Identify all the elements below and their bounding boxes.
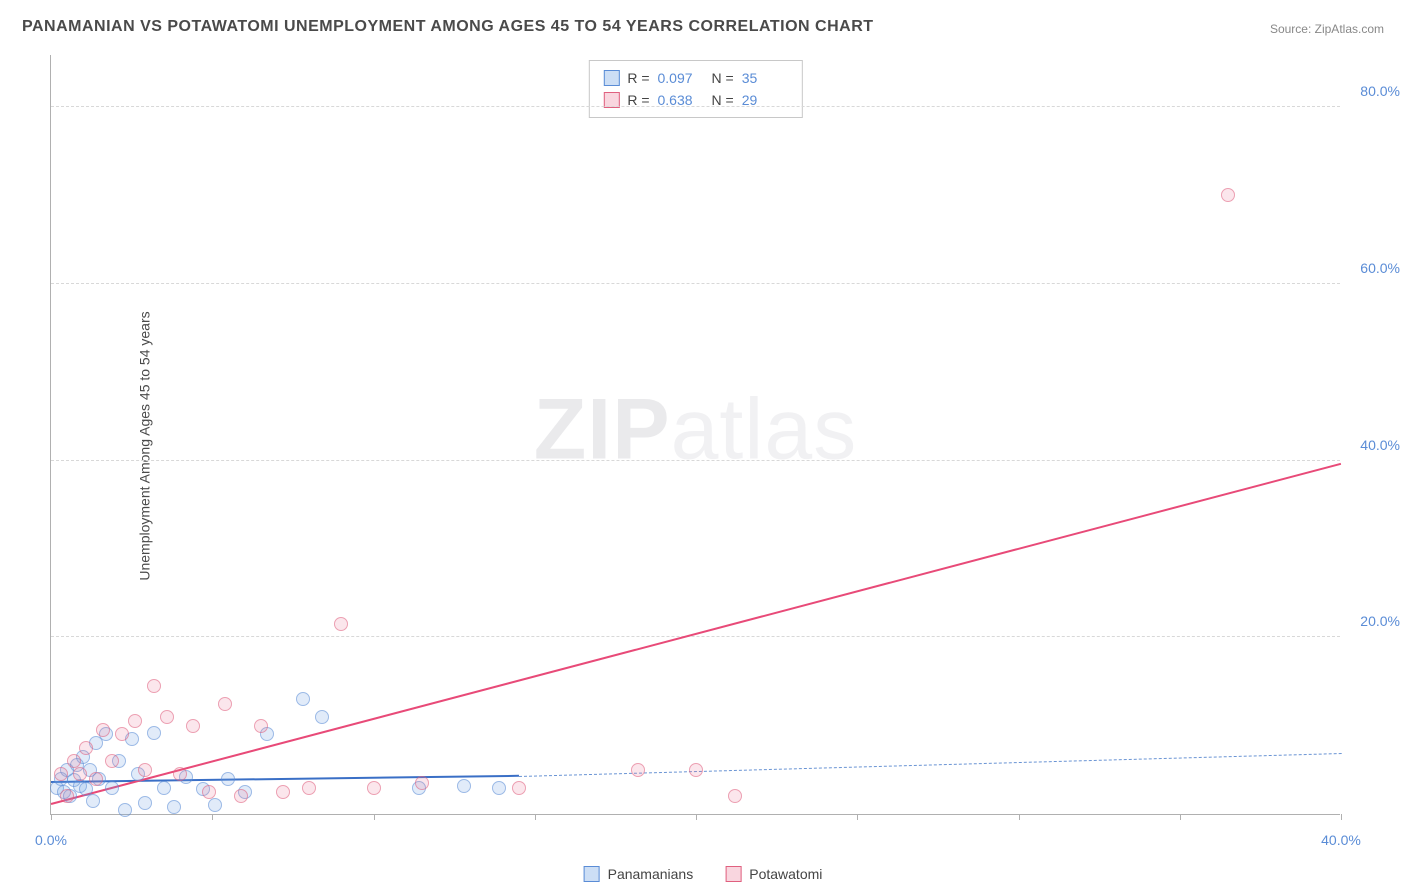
source-prefix: Source:: [1270, 22, 1315, 36]
data-point: [276, 785, 290, 799]
data-point: [202, 785, 216, 799]
x-tick-label: 40.0%: [1321, 832, 1361, 848]
data-point: [296, 692, 310, 706]
legend-label-panamanians: Panamanians: [608, 866, 694, 882]
data-point: [221, 772, 235, 786]
data-point: [689, 763, 703, 777]
legend-item-panamanians: Panamanians: [584, 866, 694, 882]
x-tick: [1341, 814, 1342, 820]
data-point: [138, 763, 152, 777]
legend-swatch-potawatomi: [725, 866, 741, 882]
data-point: [186, 719, 200, 733]
data-point: [67, 754, 81, 768]
chart-title: PANAMANIAN VS POTAWATOMI UNEMPLOYMENT AM…: [22, 18, 874, 36]
data-point: [457, 779, 471, 793]
data-point: [492, 781, 506, 795]
gridline: [51, 636, 1340, 637]
n-value-panamanians: 35: [742, 67, 788, 89]
gridline: [51, 460, 1340, 461]
stats-row-potawatomi: R = 0.638 N = 29: [603, 89, 787, 111]
series-legend: Panamanians Potawatomi: [584, 866, 823, 882]
data-point: [86, 794, 100, 808]
data-point: [105, 754, 119, 768]
r-label: R =: [627, 89, 649, 111]
data-point: [128, 714, 142, 728]
n-value-potawatomi: 29: [742, 89, 788, 111]
x-tick: [1019, 814, 1020, 820]
data-point: [147, 726, 161, 740]
n-label: N =: [712, 89, 734, 111]
scatter-plot: ZIPatlas R = 0.097 N = 35 R = 0.638 N = …: [50, 55, 1340, 815]
x-tick: [212, 814, 213, 820]
data-point: [315, 710, 329, 724]
data-point: [73, 767, 87, 781]
x-tick: [696, 814, 697, 820]
data-point: [118, 803, 132, 817]
data-point: [218, 697, 232, 711]
data-point: [302, 781, 316, 795]
legend-swatch-panamanians: [584, 866, 600, 882]
data-point: [254, 719, 268, 733]
x-tick-label: 0.0%: [35, 832, 67, 848]
swatch-panamanians: [603, 70, 619, 86]
data-point: [234, 789, 248, 803]
legend-label-potawatomi: Potawatomi: [749, 866, 822, 882]
y-tick-label: 20.0%: [1360, 613, 1400, 629]
data-point: [512, 781, 526, 795]
data-point: [79, 741, 93, 755]
y-tick-label: 60.0%: [1360, 260, 1400, 276]
x-tick: [1180, 814, 1181, 820]
data-point: [105, 781, 119, 795]
x-tick: [374, 814, 375, 820]
data-point: [1221, 188, 1235, 202]
x-tick: [535, 814, 536, 820]
stats-row-panamanians: R = 0.097 N = 35: [603, 67, 787, 89]
x-tick: [857, 814, 858, 820]
data-point: [728, 789, 742, 803]
gridline: [51, 106, 1340, 107]
watermark: ZIPatlas: [534, 380, 857, 479]
legend-item-potawatomi: Potawatomi: [725, 866, 822, 882]
r-label: R =: [627, 67, 649, 89]
watermark-rest: atlas: [671, 381, 858, 477]
data-point: [167, 800, 181, 814]
data-point: [96, 723, 110, 737]
source-attribution: Source: ZipAtlas.com: [1270, 22, 1384, 36]
trend-line: [51, 775, 519, 783]
data-point: [138, 796, 152, 810]
x-tick: [51, 814, 52, 820]
data-point: [415, 776, 429, 790]
stats-legend: R = 0.097 N = 35 R = 0.638 N = 29: [588, 60, 802, 118]
source-link[interactable]: ZipAtlas.com: [1315, 22, 1384, 36]
y-tick-label: 40.0%: [1360, 437, 1400, 453]
data-point: [160, 710, 174, 724]
gridline: [51, 283, 1340, 284]
y-tick-label: 80.0%: [1360, 83, 1400, 99]
r-value-panamanians: 0.097: [658, 67, 704, 89]
data-point: [60, 789, 74, 803]
data-point: [334, 617, 348, 631]
data-point: [208, 798, 222, 812]
r-value-potawatomi: 0.638: [658, 89, 704, 111]
data-point: [157, 781, 171, 795]
watermark-bold: ZIP: [534, 381, 671, 477]
data-point: [54, 767, 68, 781]
data-point: [89, 772, 103, 786]
data-point: [367, 781, 381, 795]
data-point: [147, 679, 161, 693]
data-point: [173, 767, 187, 781]
data-point: [115, 727, 129, 741]
data-point: [631, 763, 645, 777]
n-label: N =: [712, 67, 734, 89]
trend-line: [51, 463, 1342, 805]
